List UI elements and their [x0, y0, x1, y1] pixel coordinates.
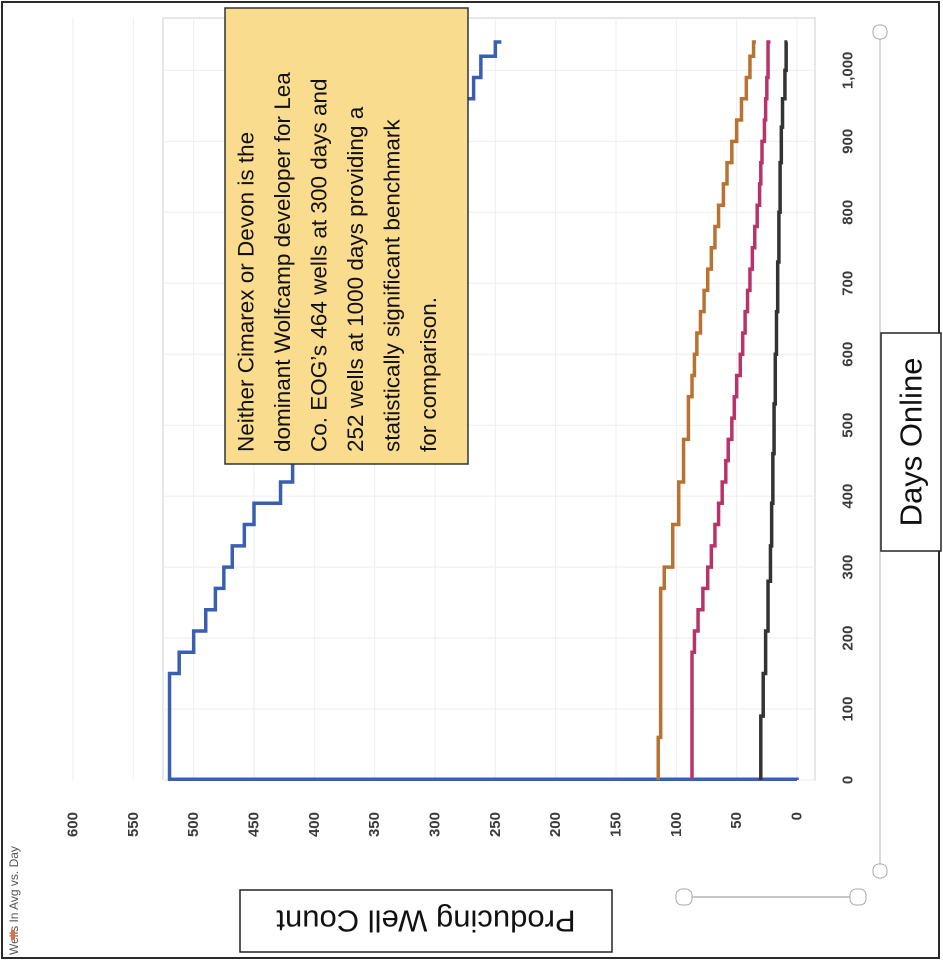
series-line-2 — [690, 40, 771, 780]
y-tick-label: 500 — [185, 812, 202, 837]
x-tick-label: 800 — [840, 200, 857, 225]
x-range-slider[interactable] — [872, 24, 888, 879]
slider-handle-right[interactable] — [849, 888, 867, 906]
x-axis-title-box — [880, 332, 942, 552]
y-tick-label: 550 — [125, 812, 142, 837]
annotation-line: for comparison. — [416, 297, 441, 452]
annotation-line: 252 wells at 1000 days providing a — [343, 106, 368, 452]
x-tick-label: 200 — [840, 626, 857, 651]
y-tick-label: 200 — [547, 812, 564, 837]
y-tick-label: 0 — [789, 812, 806, 820]
x-tick-label: 500 — [840, 413, 857, 438]
x-tick-label: 700 — [840, 271, 857, 296]
x-tick-label: 400 — [840, 484, 857, 509]
x-tick-label: 900 — [840, 129, 857, 154]
y-tick-label: 450 — [246, 812, 263, 837]
y-axis-title-box — [239, 889, 613, 953]
x-tick-label: 0 — [840, 776, 857, 784]
y-range-slider[interactable] — [675, 888, 867, 906]
x-tick-label: 1,000 — [840, 52, 857, 90]
chart-title: Wells In Avg vs. Day — [7, 846, 21, 955]
y-tick-label: 600 — [65, 812, 82, 837]
y-tick-label: 150 — [608, 812, 625, 837]
annotation-box — [224, 7, 469, 465]
annotation-text: Neither Cimarex or Devon is the dominant … — [234, 72, 442, 452]
y-tick-label: 50 — [728, 812, 745, 829]
x-tick-label: 300 — [840, 555, 857, 580]
annotation-line: Co. EOG’s 464 wells at 300 days and — [307, 78, 332, 452]
y-tick-label: 300 — [427, 812, 444, 837]
x-axis-tick-labels: 0 100 200 300 400 500 600 700 800 900 1,000 — [840, 52, 857, 785]
x-axis-title: Days Online — [894, 358, 929, 527]
y-axis-title: Producing Well Count — [276, 904, 576, 939]
title-marker-icon — [11, 930, 15, 940]
slider-handle-bottom[interactable] — [872, 863, 888, 879]
annotation-line: dominant Wolfcamp developer for Lea — [270, 72, 295, 452]
series-line-3 — [759, 40, 788, 780]
series-line-1 — [656, 40, 756, 780]
y-tick-label: 250 — [487, 812, 504, 837]
x-tick-label: 100 — [840, 697, 857, 722]
x-tick-label: 600 — [840, 342, 857, 367]
slider-handle-left[interactable] — [675, 888, 693, 906]
y-tick-label: 400 — [306, 812, 323, 837]
annotation-line: statistically significant benchmark — [380, 119, 405, 452]
y-axis-tick-labels: 0 50 100 150 200 250 300 350 400 450 500 550 600 — [65, 812, 806, 837]
y-tick-label: 350 — [366, 812, 383, 837]
annotation-line: Neither Cimarex or Devon is the — [234, 132, 259, 452]
slider-handle-top[interactable] — [872, 24, 888, 40]
y-tick-label: 100 — [668, 812, 685, 837]
